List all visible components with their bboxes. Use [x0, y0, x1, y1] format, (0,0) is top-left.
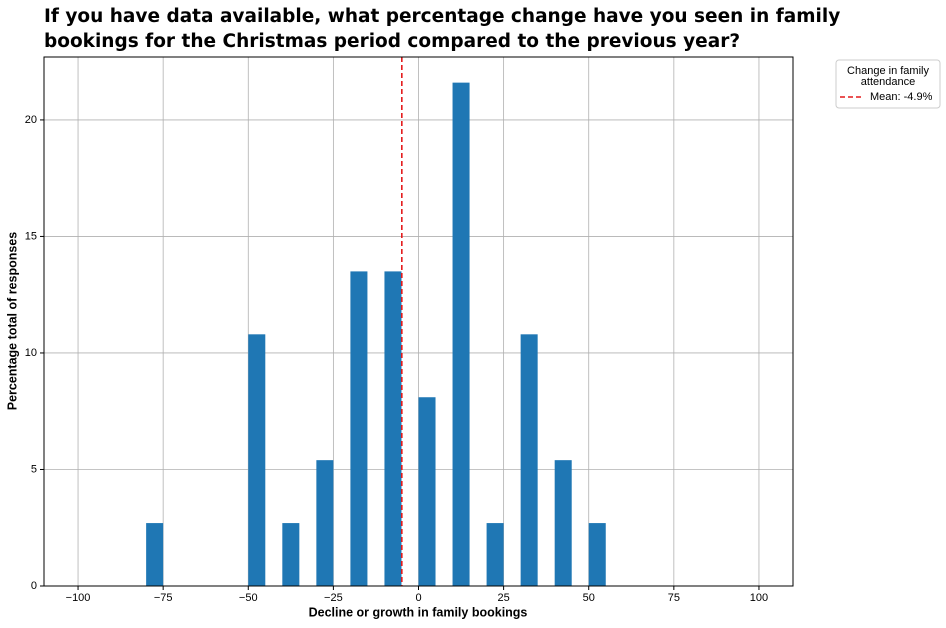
x-tick-label: 75 — [668, 592, 680, 604]
x-tick-label: −75 — [154, 592, 173, 604]
legend-title-line: Change in family — [847, 65, 929, 77]
legend: Change in family attendance Mean: -4.9% — [835, 59, 941, 109]
bar — [418, 397, 436, 586]
bar — [248, 334, 266, 586]
y-tick-label: 20 — [25, 114, 37, 126]
x-tick-label: 25 — [497, 592, 509, 604]
bar — [282, 523, 300, 586]
bar — [146, 523, 164, 586]
bar — [554, 460, 572, 586]
x-tick-label: −25 — [324, 592, 343, 604]
bar — [588, 523, 606, 586]
x-tick-label: −50 — [239, 592, 258, 604]
plot-frame — [43, 56, 794, 587]
bar — [520, 334, 538, 586]
bar — [384, 271, 402, 586]
bar — [316, 460, 334, 586]
legend-title-line: attendance — [861, 76, 915, 88]
bar — [486, 523, 504, 586]
x-tick-label: −100 — [66, 592, 91, 604]
legend-box — [835, 59, 941, 109]
bar — [350, 271, 368, 586]
y-tick-label: 10 — [25, 347, 37, 359]
x-tick-label: 50 — [583, 592, 595, 604]
y-axis-label: Percentage total of responses — [5, 232, 19, 411]
y-tick-label: 0 — [31, 580, 37, 592]
x-tick-label: 0 — [415, 592, 421, 604]
x-tick-label: 100 — [750, 592, 768, 604]
bar — [452, 82, 470, 586]
y-tick-label: 5 — [31, 463, 37, 475]
legend-label: Mean: -4.9% — [870, 91, 933, 103]
legend-title: Change in family attendance — [847, 65, 929, 88]
y-tick-label: 15 — [25, 230, 37, 242]
x-axis-label: Decline or growth in family bookings — [309, 605, 528, 619]
chart-title: If you have data available, what percent… — [44, 6, 841, 52]
